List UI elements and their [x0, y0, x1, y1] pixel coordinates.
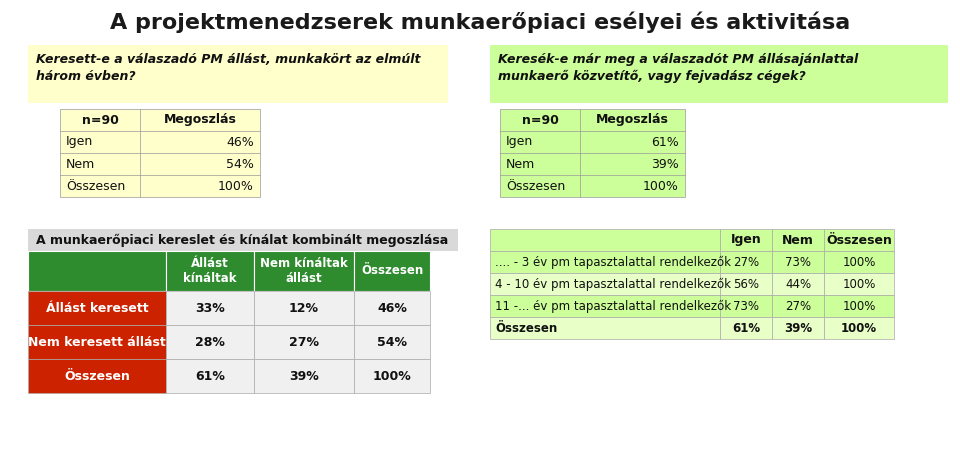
Bar [354, 291, 430, 325]
Bar [720, 251, 772, 273]
Text: Összesen: Összesen [361, 265, 423, 277]
Text: 4 - 10 év pm tapasztalattal rendelkezők: 4 - 10 év pm tapasztalattal rendelkezők [495, 277, 731, 291]
Bar [490, 45, 948, 103]
Text: 46%: 46% [377, 302, 407, 314]
Text: n=90: n=90 [521, 113, 559, 127]
Bar [354, 359, 430, 393]
Text: 27%: 27% [785, 299, 811, 313]
Text: 27%: 27% [289, 335, 319, 349]
Bar [772, 229, 824, 251]
Text: 39%: 39% [651, 158, 679, 170]
Bar [28, 359, 166, 393]
Bar [824, 273, 894, 295]
Bar [720, 229, 772, 251]
Bar [28, 45, 448, 103]
Text: 73%: 73% [733, 299, 759, 313]
Bar [500, 109, 685, 197]
Text: Igen: Igen [731, 234, 761, 246]
Bar [720, 317, 772, 339]
Text: Állást keresett: Állást keresett [46, 302, 148, 314]
Text: 54%: 54% [227, 158, 254, 170]
Bar [772, 251, 824, 273]
Bar [254, 359, 354, 393]
Bar [824, 229, 894, 251]
Text: 54%: 54% [377, 335, 407, 349]
Text: 100%: 100% [372, 370, 412, 383]
Bar [720, 273, 772, 295]
Text: Megoszlás: Megoszlás [163, 113, 236, 127]
Text: Keresett-e a válaszadó PM állást, munkakört az elmúlt
három évben?: Keresett-e a válaszadó PM állást, munkak… [36, 53, 420, 83]
Text: 44%: 44% [785, 277, 811, 291]
Text: 61%: 61% [195, 370, 225, 383]
Bar [772, 317, 824, 339]
Text: n=90: n=90 [82, 113, 118, 127]
Text: Összesen: Összesen [826, 234, 892, 246]
Text: Keresék-e már meg a válaszadót PM állásajánlattal
munkaerő közvetítő, vagy fejva: Keresék-e már meg a válaszadót PM állása… [498, 53, 858, 83]
Text: Nem kínáltak
állást: Nem kínáltak állást [260, 257, 348, 285]
Text: 100%: 100% [842, 255, 876, 269]
Bar [166, 325, 254, 359]
Text: 73%: 73% [785, 255, 811, 269]
Bar [772, 273, 824, 295]
Text: Nem: Nem [66, 158, 95, 170]
Text: 100%: 100% [841, 322, 877, 335]
Text: 28%: 28% [195, 335, 225, 349]
Text: 39%: 39% [289, 370, 319, 383]
Text: 46%: 46% [227, 135, 254, 149]
Text: 61%: 61% [732, 322, 760, 335]
Bar [254, 325, 354, 359]
Text: Összesen: Összesen [495, 322, 557, 335]
Bar [354, 325, 430, 359]
Text: 61%: 61% [651, 135, 679, 149]
Text: Összesen: Összesen [64, 370, 130, 383]
Bar [490, 317, 720, 339]
Bar [824, 251, 894, 273]
Text: Nem: Nem [506, 158, 536, 170]
Text: 100%: 100% [218, 180, 254, 192]
Text: 11 -... év pm tapasztalattal rendelkezők: 11 -... év pm tapasztalattal rendelkezők [495, 299, 732, 313]
Bar [490, 229, 720, 251]
Text: 56%: 56% [733, 277, 759, 291]
Bar [254, 251, 354, 291]
Bar [824, 295, 894, 317]
Text: .... - 3 év pm tapasztalattal rendelkezők: .... - 3 év pm tapasztalattal rendelkező… [495, 255, 731, 269]
Bar [824, 317, 894, 339]
Bar [490, 251, 720, 273]
Text: Állást
kínáltak: Állást kínáltak [183, 257, 237, 285]
Bar [28, 229, 458, 251]
Bar [28, 291, 166, 325]
Text: Összesen: Összesen [66, 180, 125, 192]
Bar [28, 325, 166, 359]
Text: Nem keresett állást: Nem keresett állást [28, 335, 166, 349]
Text: 100%: 100% [842, 299, 876, 313]
Text: 100%: 100% [842, 277, 876, 291]
Bar [166, 359, 254, 393]
Bar [772, 295, 824, 317]
Text: 33%: 33% [195, 302, 225, 314]
Bar [166, 251, 254, 291]
Text: 12%: 12% [289, 302, 319, 314]
Bar [490, 273, 720, 295]
Bar [254, 291, 354, 325]
Text: Nem: Nem [782, 234, 814, 246]
Text: Összesen: Összesen [506, 180, 565, 192]
Text: 27%: 27% [732, 255, 759, 269]
Bar [28, 251, 166, 291]
Text: Igen: Igen [506, 135, 533, 149]
Text: A projektmenedzserek munkaerőpiaci esélyei és aktivitása: A projektmenedzserek munkaerőpiaci esély… [109, 12, 851, 33]
Text: Megoszlás: Megoszlás [596, 113, 669, 127]
Bar [490, 295, 720, 317]
Bar [60, 109, 260, 197]
Text: Igen: Igen [66, 135, 93, 149]
Text: A munkaerőpiaci kereslet és kínálat kombinált megoszlása: A munkaerőpiaci kereslet és kínálat komb… [36, 234, 448, 247]
Text: 100%: 100% [643, 180, 679, 192]
Text: 39%: 39% [784, 322, 812, 335]
Bar [720, 295, 772, 317]
Bar [354, 251, 430, 291]
Bar [166, 291, 254, 325]
